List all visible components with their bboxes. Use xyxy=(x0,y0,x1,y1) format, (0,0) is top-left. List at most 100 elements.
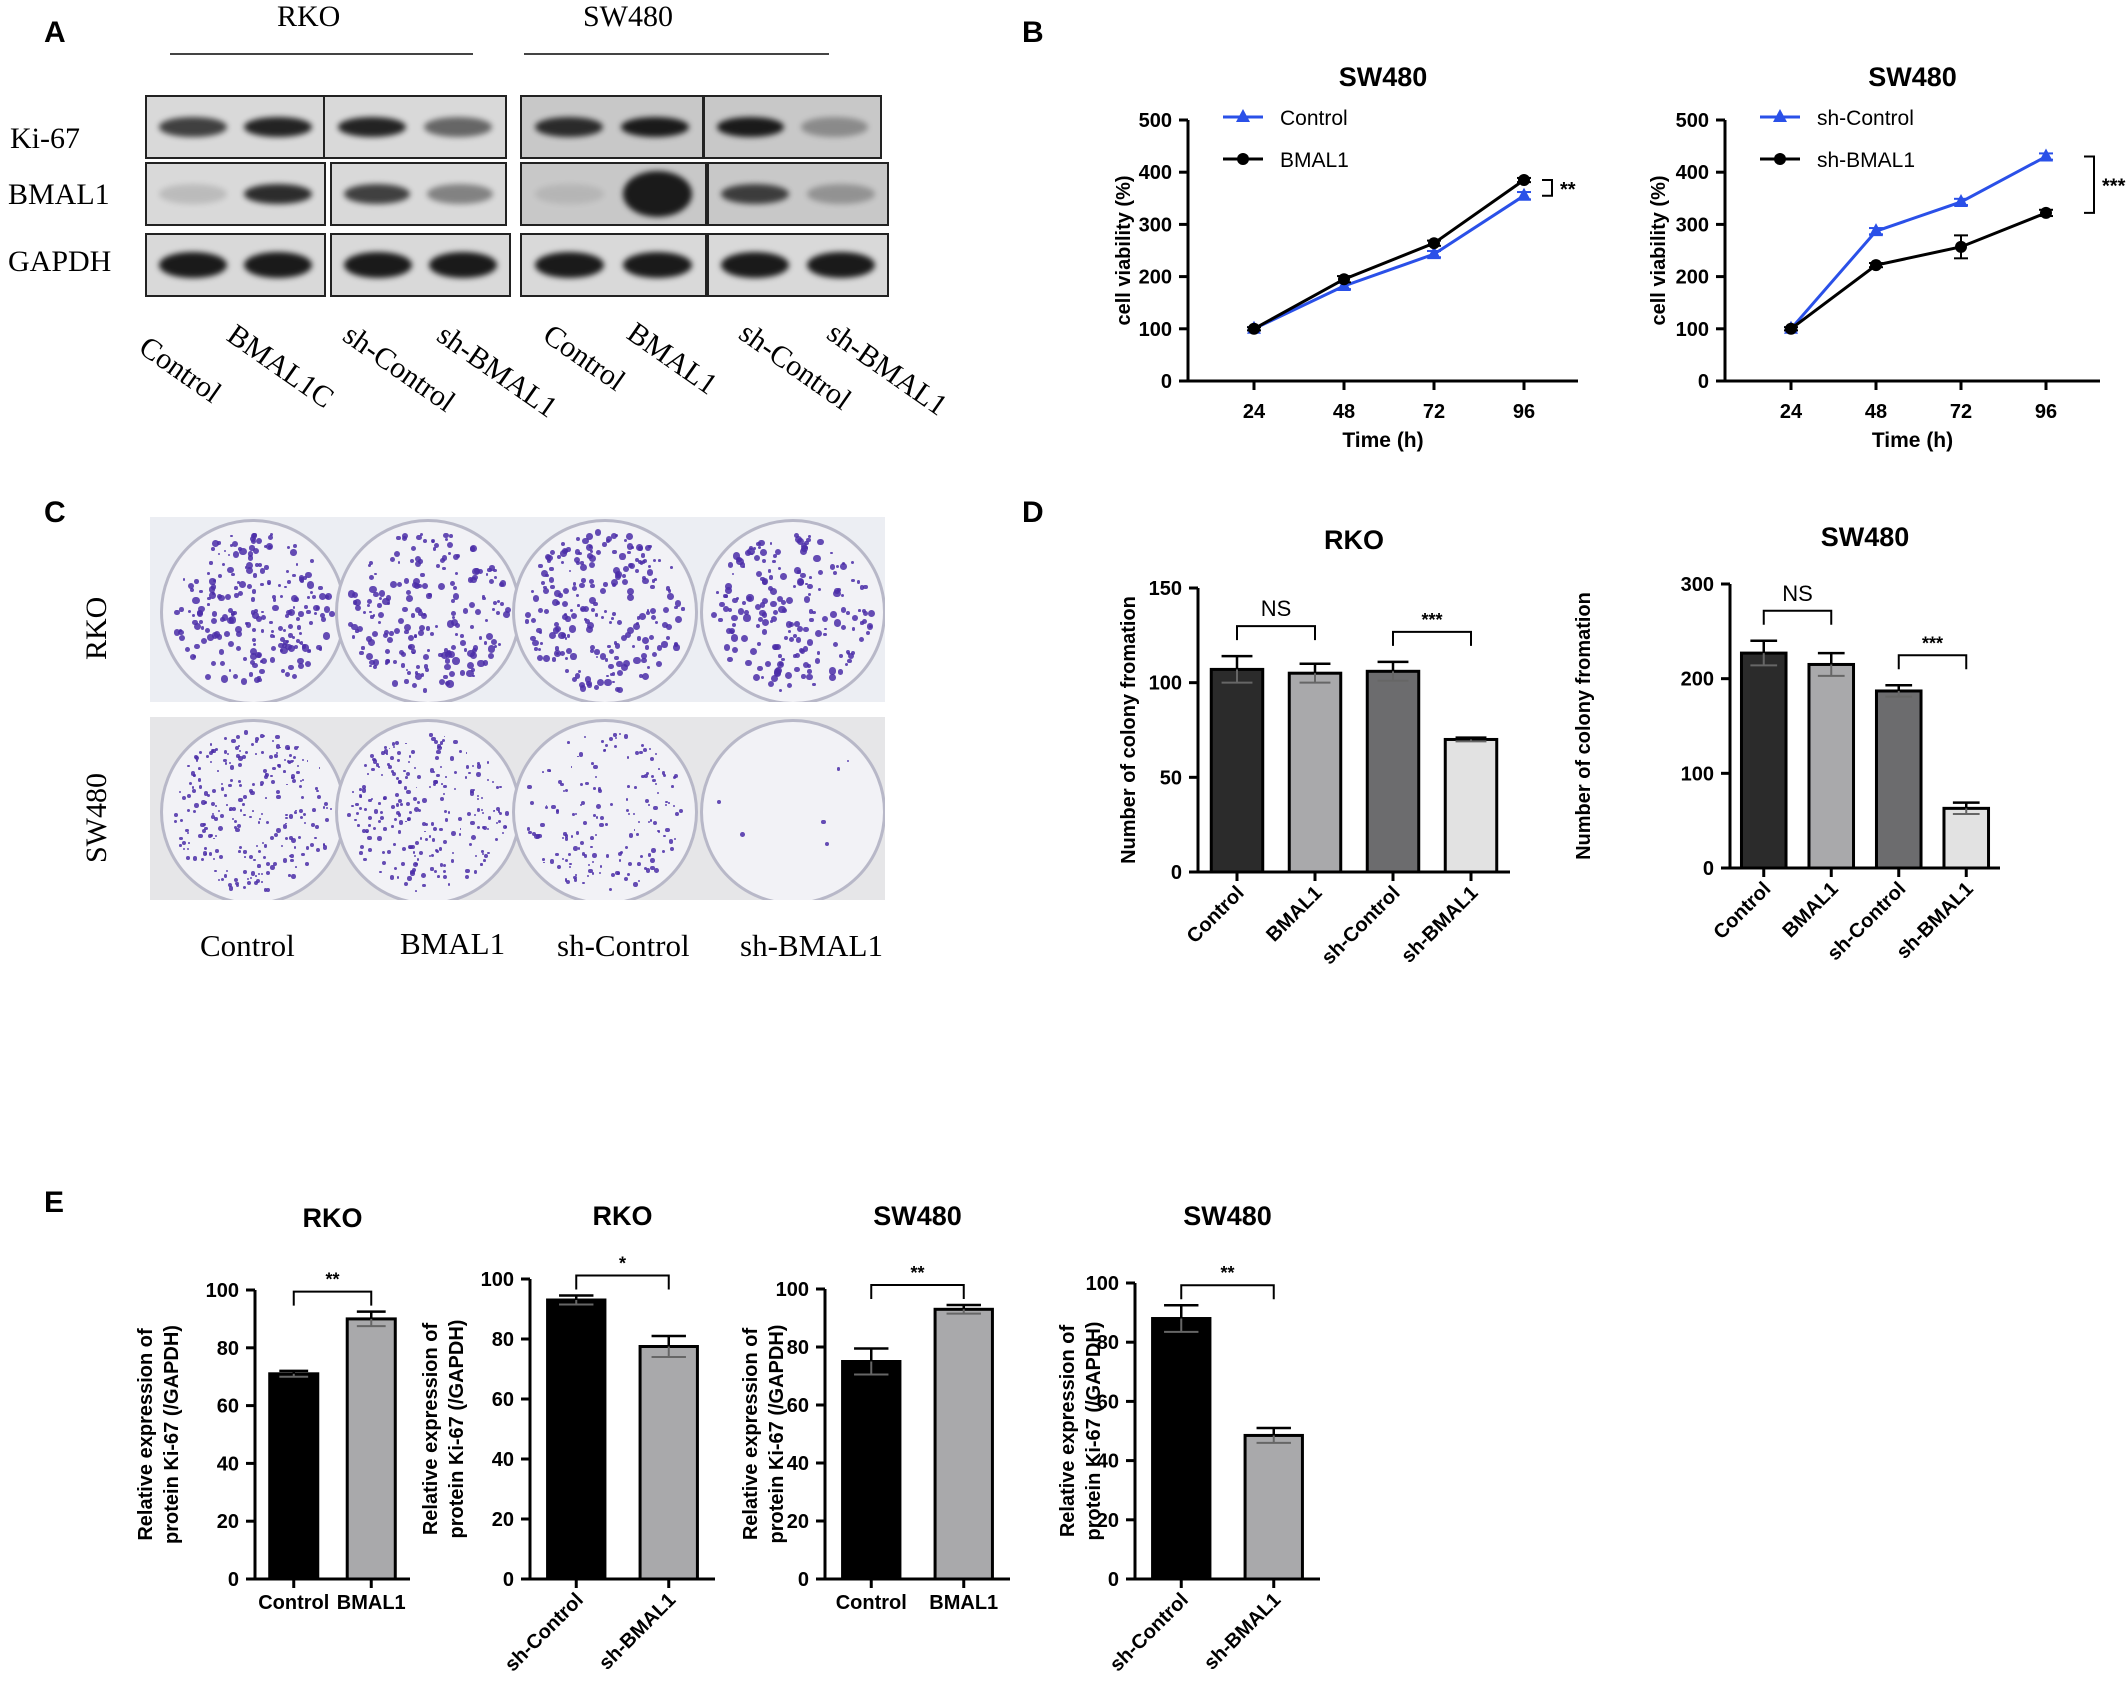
colony-dot xyxy=(363,763,368,768)
colony-dot xyxy=(303,821,306,824)
blot-membrane xyxy=(520,233,707,297)
blot-band xyxy=(344,184,410,204)
chart-title: SW480 xyxy=(1821,522,1910,552)
colony-dot xyxy=(481,797,483,800)
colony-dot xyxy=(234,825,238,829)
sw480-divider-line xyxy=(524,53,829,55)
colony-dot xyxy=(378,765,380,768)
colony-dot xyxy=(566,547,571,552)
colony-dot xyxy=(229,534,233,538)
colony-dot xyxy=(295,616,301,621)
colony-dot xyxy=(538,563,543,569)
colony-dot xyxy=(611,612,616,617)
culture-dish xyxy=(700,519,885,702)
colony-dot xyxy=(805,582,809,586)
colony-dot xyxy=(232,551,240,558)
colony-dot xyxy=(648,803,650,806)
colony-dot xyxy=(192,596,200,604)
colony-dot xyxy=(386,849,392,855)
colony-dot xyxy=(282,824,288,829)
colony-dot xyxy=(210,748,215,753)
colony-dot xyxy=(231,738,236,743)
colony-dot xyxy=(251,871,256,876)
colony-dot xyxy=(279,648,284,653)
colony-dot xyxy=(188,582,195,589)
colony-dot xyxy=(260,629,265,633)
colony-column-label: sh-Control xyxy=(557,928,690,963)
colony-dot xyxy=(558,632,566,640)
colony-dot xyxy=(548,632,556,640)
y-tick-label: 0 xyxy=(1703,858,1714,880)
colony-dot xyxy=(614,655,620,661)
colony-dot xyxy=(443,793,446,796)
y-axis-label: protein Ki-67 (/GAPDH) xyxy=(446,1320,468,1539)
y-tick-label: 80 xyxy=(1097,1332,1119,1354)
colony-dot xyxy=(284,585,287,589)
series-line xyxy=(1253,194,1525,331)
colony-dot xyxy=(411,649,417,654)
colony-dot xyxy=(270,774,273,778)
colony-dot xyxy=(732,647,739,654)
colony-dot xyxy=(224,762,228,765)
colony-dot xyxy=(468,842,473,847)
colony-dot xyxy=(173,819,177,823)
y-tick-label: 100 xyxy=(1681,763,1714,785)
colony-dot xyxy=(430,867,434,871)
colony-dot xyxy=(437,582,445,590)
colony-dot xyxy=(603,582,608,587)
colony-dot xyxy=(579,582,585,589)
colony-dot xyxy=(484,619,488,623)
colony-dot xyxy=(182,847,186,850)
colony-dot xyxy=(650,608,657,615)
colony-dot xyxy=(239,581,246,589)
colony-dot xyxy=(543,587,549,594)
colony-dot xyxy=(207,571,211,575)
colony-dot xyxy=(438,652,444,658)
colony-dot xyxy=(419,837,423,840)
colony-dot xyxy=(830,551,833,555)
colony-dot xyxy=(623,660,631,668)
colony-dot xyxy=(181,796,186,801)
colony-dot xyxy=(288,645,296,653)
colony-dot xyxy=(770,615,778,623)
culture-dish xyxy=(335,519,521,702)
colony-dot xyxy=(299,815,304,819)
colony-dot xyxy=(287,546,291,550)
colony-dot xyxy=(477,568,483,574)
colony-dot xyxy=(286,579,291,584)
colony-dot xyxy=(290,760,293,763)
colony-dot xyxy=(543,585,548,590)
colony-dot xyxy=(397,779,403,784)
y-tick-label: 100 xyxy=(206,1280,239,1302)
colony-dot xyxy=(648,635,654,641)
colony-dot xyxy=(389,631,394,636)
colony-dot xyxy=(275,734,280,739)
colony-dot xyxy=(189,781,193,785)
colony-dot xyxy=(416,774,421,779)
colony-dot xyxy=(265,820,269,824)
colony-dot xyxy=(209,561,213,565)
colony-dot xyxy=(445,650,453,658)
colony-dot xyxy=(401,862,405,867)
chart-title: SW480 xyxy=(1339,62,1428,92)
colony-dot xyxy=(211,814,216,819)
y-tick-label: 60 xyxy=(1097,1391,1119,1413)
bar xyxy=(1243,1433,1304,1581)
colony-dot xyxy=(832,570,837,576)
colony-dot xyxy=(762,629,768,635)
colony-dot xyxy=(569,609,573,613)
colony-dot xyxy=(580,561,584,565)
colony-dot xyxy=(285,745,290,750)
colony-dot xyxy=(495,786,499,789)
colony-dot xyxy=(578,681,586,688)
colony-dot xyxy=(407,670,412,675)
colony-dot xyxy=(244,565,248,569)
colony-dot xyxy=(757,665,764,672)
colony-dot xyxy=(260,872,263,875)
colony-dot xyxy=(291,759,295,763)
colony-dot xyxy=(667,589,672,594)
colony-dot xyxy=(217,541,221,545)
colony-dot xyxy=(240,678,248,685)
colony-dot xyxy=(462,607,469,614)
